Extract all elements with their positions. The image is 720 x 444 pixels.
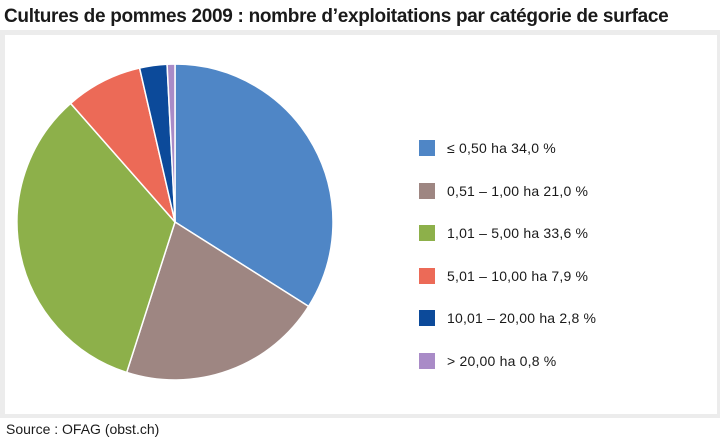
legend-label: ≤ 0,50 ha 34,0 % xyxy=(447,140,556,156)
pie-slice-3 xyxy=(16,102,176,374)
legend-label: 0,51 – 1,00 ha 21,0 % xyxy=(447,182,589,199)
legend-item-2: 0,51 – 1,00 ha 21,0 % xyxy=(419,182,588,200)
legend-swatch xyxy=(419,182,435,199)
legend-item-1: ≤ 0,50 ha 34,0 % xyxy=(419,139,556,157)
pie-slice-2 xyxy=(125,220,310,381)
legend-label: 1,01 – 5,00 ha 33,6 % xyxy=(447,225,589,241)
legend: ≤ 0,50 ha 34,0 % 0,51 – 1,00 ha 21,0 % 1,0… xyxy=(419,139,709,379)
source-note: Source : OFAG (obst.ch) xyxy=(6,421,160,437)
legend-item-3: 1,01 – 5,00 ha 33,6 % xyxy=(419,224,588,242)
chart-panel: ≤ 0,50 ha 34,0 % 0,51 – 1,00 ha 21,0 % 1,0… xyxy=(0,30,720,418)
legend-swatch xyxy=(419,310,435,326)
legend-swatch xyxy=(419,267,435,284)
legend-item-6: > 20,00 ha 0,8 % xyxy=(419,352,556,370)
legend-item-5: 10,01 – 20,00 ha 2,8 % xyxy=(419,309,596,327)
legend-label: 10,01 – 20,00 ha 2,8 % xyxy=(447,310,597,326)
legend-label: 5,01 – 10,00 ha 7,9 % xyxy=(447,267,589,284)
legend-item-4: 5,01 – 10,00 ha 7,9 % xyxy=(419,267,588,285)
legend-label: > 20,00 ha 0,8 % xyxy=(447,352,557,369)
pie-chart xyxy=(16,63,334,381)
pie-slice-6 xyxy=(166,63,176,223)
chart-title: Cultures de pommes 2009 : nombre d’explo… xyxy=(4,6,669,27)
legend-swatch xyxy=(419,225,435,241)
plot-area: ≤ 0,50 ha 34,0 % 0,51 – 1,00 ha 21,0 % 1,0… xyxy=(5,35,717,414)
legend-swatch xyxy=(419,352,435,369)
legend-swatch xyxy=(419,140,435,156)
pie-slice-1 xyxy=(174,63,334,308)
